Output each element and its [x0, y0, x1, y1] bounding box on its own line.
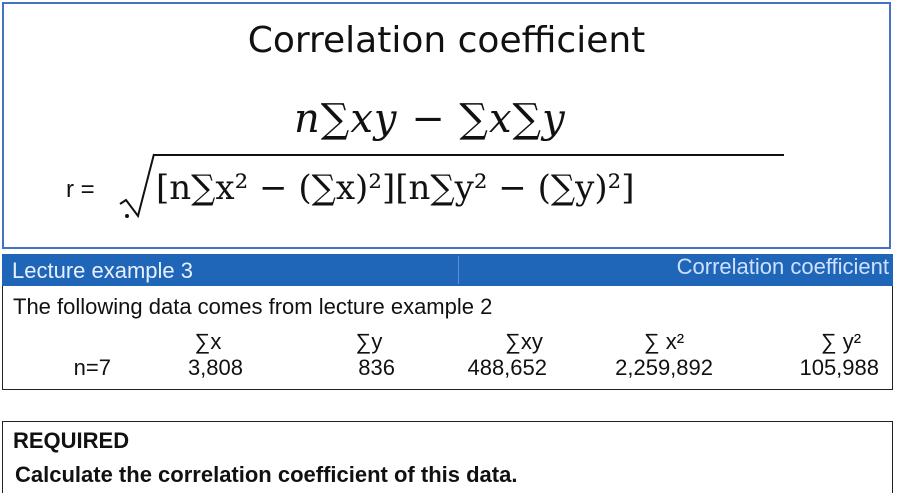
- topic-title: Correlation coefficient: [676, 254, 889, 279]
- formula-denominator: [n∑x² − (∑x)²][n∑y² − (∑y)²]: [156, 168, 635, 208]
- sum-y-header: ∑y: [355, 329, 383, 354]
- data-box: The following data comes from lecture ex…: [2, 286, 893, 390]
- square-root-sign-icon: [119, 153, 155, 219]
- sum-x-value: 3,808: [187, 355, 243, 380]
- formula-numerator: n∑xy − ∑x∑y: [294, 96, 566, 142]
- sum-xy-value: 488,652: [467, 355, 547, 380]
- r-label: r =: [66, 176, 95, 203]
- sum-x-squared-header: ∑ x²: [643, 329, 685, 354]
- lecture-header-band: Lecture example 3 Correlation coefficien…: [2, 254, 893, 286]
- required-box: REQUIRED Calculate the correlation coeff…: [2, 421, 893, 493]
- fraction-line: [154, 154, 784, 156]
- sum-x-header: ∑x: [194, 329, 222, 354]
- sum-y-value: 836: [358, 355, 395, 380]
- sum-y-squared-value: 105,988: [799, 355, 879, 380]
- formula-panel: Correlation coefficient r = n∑xy − ∑x∑y …: [2, 2, 891, 249]
- n-value: n=7: [73, 355, 111, 380]
- sum-y-squared-header: ∑ y²: [820, 329, 862, 354]
- required-text: Calculate the correlation coefficient of…: [15, 462, 518, 487]
- sum-xy-header: ∑xy: [505, 329, 543, 354]
- lecture-title: Lecture example 3: [12, 258, 193, 283]
- required-title: REQUIRED: [13, 428, 130, 453]
- formula-title: Correlation coefficient: [247, 20, 646, 61]
- data-intro: The following data comes from lecture ex…: [13, 294, 493, 319]
- sum-x-squared-value: 2,259,892: [615, 355, 713, 380]
- header-divider: [458, 256, 459, 284]
